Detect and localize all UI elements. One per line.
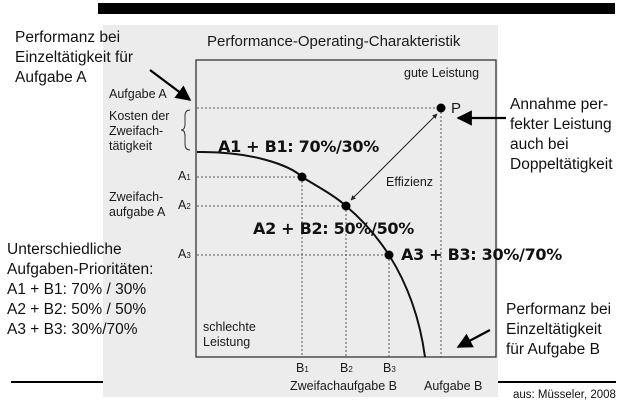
- x-axis-label: Zweifachaufgabe B: [290, 379, 398, 393]
- note-a-line3: Aufgabe A: [15, 69, 87, 86]
- good-performance-label: gute Leistung: [404, 66, 480, 80]
- note-b-line1: Performanz bei: [506, 301, 612, 318]
- priorities-line3: A1 + B1: 70% / 30%: [7, 281, 147, 298]
- priorities-line5: A3 + B3: 30%/70%: [7, 321, 138, 338]
- efficiency-arrow: [350, 113, 438, 201]
- arrow-to-aufgabe-b: [456, 329, 491, 348]
- single-task-b-note: Performanz bei Einzeltätigkeit für Aufga…: [506, 300, 611, 360]
- diagram-background: [103, 25, 498, 397]
- bad-performance-label: schlechte Leistung: [203, 320, 256, 350]
- priorities-line4: A2 + B2: 50% / 50%: [7, 301, 147, 318]
- dotted-guides: [197, 107, 442, 357]
- y-single-task-label: Aufgabe A: [109, 87, 167, 101]
- y-axis-line2: aufgabe A: [109, 205, 166, 219]
- tick-b3: B3: [383, 361, 396, 375]
- tick-a1: A1: [178, 169, 191, 183]
- point-a2-b2: [341, 201, 351, 211]
- point2-annotation: A2 + B2: 50%/50%: [253, 219, 414, 238]
- tick-a2: A2: [178, 198, 191, 212]
- cost-brace: [180, 109, 191, 151]
- bad-label-line1: schlechte: [203, 320, 256, 334]
- priorities-line2: Aufgaben-Prioritäten:: [7, 261, 154, 278]
- note-p-line1: Annahme per-: [510, 96, 609, 113]
- note-b-line2: Einzeltätigkeit: [506, 321, 602, 338]
- priorities-line1: Unterschiedliche: [7, 241, 122, 258]
- source-citation: aus: Müsseler, 2008: [513, 389, 616, 401]
- single-task-a-note: Performanz bei Einzeltätigkeit für Aufga…: [15, 28, 133, 88]
- arrow-to-aufgabe-a: [149, 69, 192, 101]
- cost-line3: tätigkeit: [109, 139, 153, 153]
- tick-b1: B1: [296, 361, 309, 375]
- y-axis-label: Zweifach- aufgabe A: [109, 190, 165, 220]
- cost-line2: Zweifach-: [109, 124, 164, 138]
- note-a-line1: Performanz bei: [15, 29, 121, 46]
- perfect-performance-note: Annahme per- fekter Leistung auch bei Do…: [510, 95, 613, 175]
- note-a-line2: Einzeltätigkeit für: [15, 49, 134, 66]
- point-p: [436, 103, 446, 113]
- tick-b2: B2: [340, 361, 353, 375]
- cost-line1: Kosten der: [109, 109, 170, 123]
- note-b-line3: für Aufgabe B: [506, 341, 600, 358]
- note-p-line3: auch bei: [510, 136, 569, 153]
- tick-a3: A3: [178, 247, 191, 261]
- priorities-note: Unterschiedliche Aufgaben-Prioritäten: A…: [7, 240, 153, 340]
- title-bar-decoration: [98, 3, 615, 14]
- note-p-line4: Doppeltätigkeit: [510, 156, 613, 173]
- bottom-right-rule: [498, 381, 616, 383]
- point-a3-b3: [384, 250, 394, 260]
- point3-annotation: A3 + B3: 30%/70%: [401, 245, 562, 264]
- y-axis-line1: Zweifach-: [109, 190, 164, 204]
- x-single-task-label: Aufgabe B: [424, 379, 483, 393]
- chart-frame: [195, 59, 497, 358]
- cost-label: Kosten der Zweifach- tätigkeit: [109, 109, 169, 154]
- point1-annotation: A1 + B1: 70%/30%: [218, 137, 379, 156]
- point-a1-b1: [297, 172, 307, 182]
- diagram-title: Performance-Operating-Charakteristik: [207, 33, 461, 50]
- note-p-line2: fekter Leistung: [510, 116, 612, 133]
- perfect-point-label: P: [451, 100, 462, 117]
- bad-label-line2: Leistung: [203, 335, 251, 349]
- efficiency-label: Effizienz: [386, 175, 434, 189]
- bottom-left-rule: [11, 381, 103, 383]
